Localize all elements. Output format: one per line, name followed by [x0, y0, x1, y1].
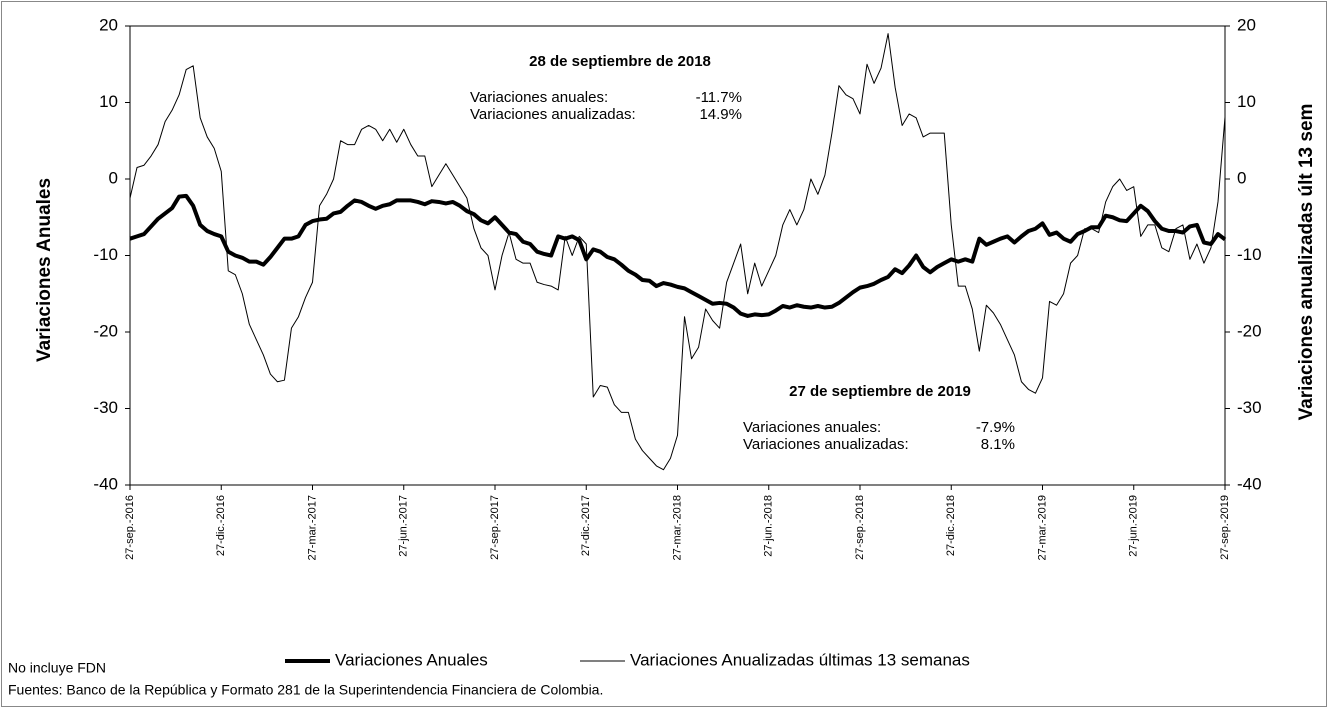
y-tick-label: 20	[99, 15, 118, 34]
x-tick-label: 27-dic.-2018	[945, 495, 957, 556]
y2-tick-label: -30	[1237, 398, 1262, 417]
annotation-label: Variaciones anualizadas:	[470, 106, 636, 123]
x-tick-label: 27-sep.-2017	[489, 495, 501, 560]
y2-tick-label: -40	[1237, 474, 1262, 493]
x-tick-label: 27-mar.-2018	[671, 495, 683, 560]
y-tick-label: -40	[93, 474, 118, 493]
y-axis-label: Variaciones Anuales	[34, 178, 55, 362]
line-series	[129, 193, 1227, 318]
y2-tick-label: 10	[1237, 92, 1256, 111]
x-tick-label: 27-sep.-2019	[1219, 495, 1231, 560]
x-tick-label: 27-jun.-2019	[1128, 495, 1140, 557]
line-series	[129, 33, 1226, 471]
y2-tick-label: -10	[1237, 245, 1262, 264]
annotation-value: 8.1%	[981, 436, 1015, 453]
annotation-label: Variaciones anuales:	[743, 419, 881, 436]
y-tick-label: 0	[109, 168, 118, 187]
y2-tick-label: -20	[1237, 321, 1262, 340]
y2-axis-label: Variaciones anualizadas últ 13 sem	[1296, 104, 1317, 421]
annotation-value: -7.9%	[976, 419, 1015, 436]
annotation-value: -11.7%	[696, 89, 742, 106]
x-tick-label: 27-mar.-2017	[306, 495, 318, 560]
note: Fuentes: Banco de la República y Formato…	[8, 682, 603, 698]
x-tick-label: 27-dic.-2016	[215, 495, 227, 556]
y2-tick-label: 0	[1237, 168, 1246, 187]
x-tick-label: 27-mar.-2019	[1036, 495, 1048, 560]
x-tick-label: 27-jun.-2017	[398, 495, 410, 557]
annotation-value: 14.9%	[699, 106, 742, 123]
annotation-label: Variaciones anuales:	[470, 89, 608, 106]
y-tick-label: -20	[93, 321, 118, 340]
annotation-title: 28 de septiembre de 2018	[529, 53, 711, 70]
y2-tick-label: 20	[1237, 15, 1256, 34]
x-tick-label: 27-sep.-2016	[124, 495, 136, 560]
legend-label: Variaciones Anualizadas últimas 13 seman…	[630, 650, 970, 669]
y-tick-label: 10	[99, 92, 118, 111]
y-tick-label: -10	[93, 245, 118, 264]
note: No incluye FDN	[8, 660, 106, 676]
y-tick-label: -30	[93, 398, 118, 417]
x-tick-label: 27-jun.-2018	[763, 495, 775, 557]
annotation-label: Variaciones anualizadas:	[743, 436, 909, 453]
x-tick-label: 27-sep.-2018	[854, 495, 866, 560]
x-tick-label: 27-dic.-2017	[580, 495, 592, 556]
annotation-title: 27 de septiembre de 2019	[789, 383, 971, 400]
legend-label: Variaciones Anuales	[335, 650, 488, 669]
